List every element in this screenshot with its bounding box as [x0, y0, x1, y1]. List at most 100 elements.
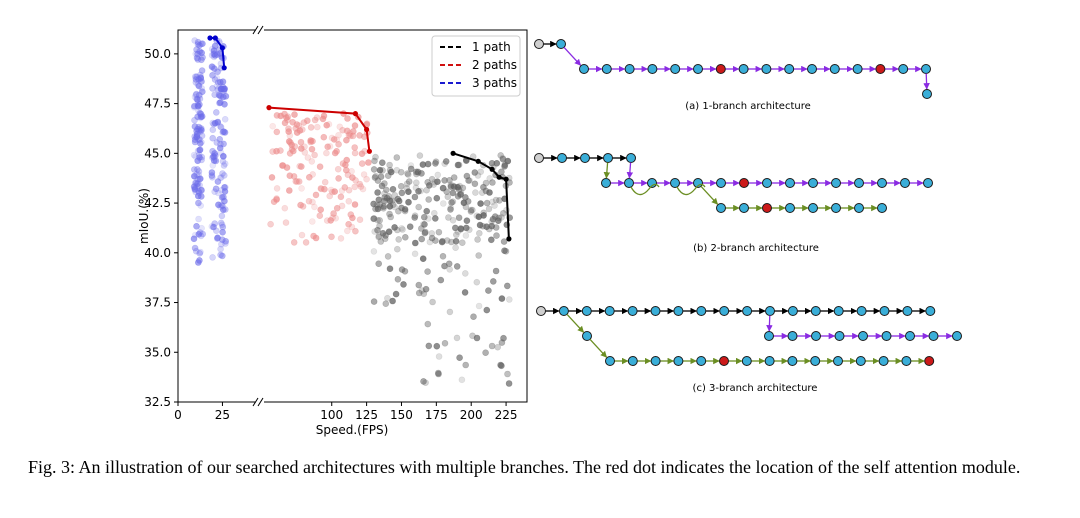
scatter-point — [347, 132, 354, 140]
scatter-point — [385, 193, 393, 200]
scatter-point — [453, 334, 461, 342]
scatter-point — [434, 369, 442, 377]
scatter-point — [194, 180, 201, 188]
y-tick-label: 40.0 — [144, 246, 171, 260]
scatter-point — [401, 206, 409, 213]
scatter-point — [375, 260, 383, 268]
layer-node — [536, 306, 546, 316]
scatter-point — [419, 255, 427, 263]
scatter-point — [196, 92, 203, 100]
scatter-point — [439, 184, 447, 192]
scatter-point — [374, 189, 381, 196]
scatter-point — [343, 156, 351, 164]
scatter-point — [474, 172, 482, 179]
scatter-point — [424, 179, 432, 186]
scatter-point — [380, 203, 388, 210]
scatter-point — [214, 79, 222, 86]
scatter-point — [199, 88, 206, 95]
scatter-point — [335, 131, 342, 139]
scatter-point — [462, 224, 470, 232]
scatter-point — [198, 56, 205, 64]
layer-node — [765, 306, 775, 316]
layer-node — [624, 178, 634, 188]
legend-label-2-paths: 2 paths — [472, 58, 517, 72]
scatter-point — [395, 197, 403, 205]
scatter-point — [439, 200, 447, 207]
scatter-point — [449, 217, 457, 224]
scatter-point — [311, 203, 318, 211]
scatter-point — [348, 223, 356, 231]
scatter-point — [498, 295, 506, 302]
scatter-point — [384, 172, 392, 179]
attention-node — [924, 356, 935, 366]
layer-node — [742, 306, 753, 316]
scatter-point — [282, 219, 290, 226]
scatter-point — [217, 251, 224, 259]
scatter-point — [371, 228, 379, 235]
layer-node — [811, 331, 821, 341]
scatter-point — [392, 290, 400, 298]
scatter-point — [384, 294, 391, 302]
scatter-point — [398, 189, 406, 197]
scatter-point — [209, 126, 217, 134]
pareto-front-point — [221, 65, 227, 71]
scatter-point — [197, 111, 205, 118]
scatter-point — [352, 177, 359, 184]
scatter-point — [421, 229, 429, 237]
scatter-point — [438, 238, 446, 246]
legend-label-1-path: 1 path — [472, 40, 511, 54]
scatter-point — [217, 245, 224, 253]
layer-node — [719, 306, 730, 316]
scatter-point — [217, 99, 224, 106]
scatter-point — [465, 177, 472, 184]
layer-node — [905, 331, 915, 341]
scatter-point — [313, 114, 321, 121]
scatter-point — [435, 228, 443, 236]
layer-node — [787, 356, 798, 366]
scatter-point — [374, 177, 382, 184]
scatter-point — [412, 179, 420, 186]
scatter-point — [370, 166, 378, 173]
scatter-point — [448, 199, 455, 206]
scatter-point — [488, 342, 496, 350]
scatter-point — [463, 217, 471, 224]
scatter-point — [405, 178, 413, 185]
axis-ticks: 32.5 35.0 37.5 40.0 42.5 45.0 47.5 50.0 0 25 100 12… — [144, 47, 517, 422]
scatter-point — [300, 119, 308, 126]
scatter-point — [446, 266, 454, 273]
scatter-point — [386, 265, 394, 273]
scatter-point — [305, 174, 313, 181]
scatter-point — [407, 165, 415, 173]
x-tick-label: 200 — [460, 408, 483, 422]
scatter-point — [213, 82, 221, 90]
scatter-point — [370, 200, 377, 208]
scatter-point — [401, 267, 409, 275]
scatter-point — [489, 198, 496, 206]
scatter-point — [351, 122, 359, 129]
scatter-point — [378, 159, 386, 166]
scatter-point — [454, 183, 462, 191]
scatter-point — [191, 172, 198, 180]
scatter-point — [213, 109, 220, 116]
scatter-point — [195, 168, 203, 175]
scatter-point — [475, 230, 483, 237]
scatter-point — [210, 50, 218, 58]
pareto-front-point — [352, 111, 358, 117]
scatter-point — [406, 223, 414, 230]
scatter-point — [443, 237, 451, 244]
scatter-point — [270, 198, 278, 205]
scatter-point — [273, 185, 281, 192]
scatter-point — [196, 257, 203, 264]
scatter-point — [336, 123, 344, 131]
scatter-point — [345, 198, 353, 205]
scatter-point — [324, 143, 332, 151]
scatter-point — [428, 234, 436, 242]
scatter-point — [389, 297, 396, 305]
layer-node — [603, 153, 613, 163]
scatter-point — [453, 263, 461, 270]
scatter-point — [387, 168, 395, 176]
layer-node — [808, 178, 818, 188]
scatter-point — [477, 200, 484, 207]
scatter-point — [286, 172, 294, 179]
pareto-front-point — [266, 105, 272, 111]
